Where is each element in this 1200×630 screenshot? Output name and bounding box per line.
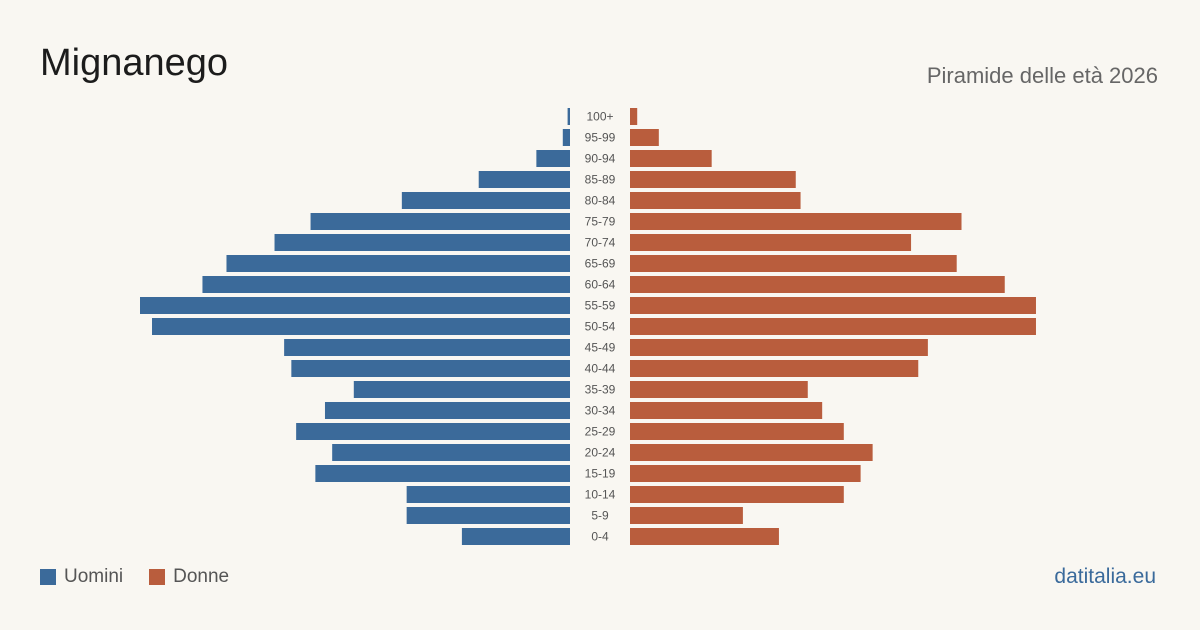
- legend-swatch-women: [149, 569, 166, 585]
- age-label-35-39: 35-39: [585, 383, 616, 397]
- bar-women-0-4: [630, 528, 779, 545]
- bar-women-85-89: [630, 171, 796, 188]
- bar-men-55-59: [140, 297, 570, 314]
- age-label-0-4: 0-4: [591, 530, 609, 544]
- chart-title: Mignanego: [40, 42, 229, 84]
- legend-item-men: Uomini: [40, 566, 123, 588]
- bar-men-100+: [567, 108, 570, 125]
- bar-men-0-4: [461, 528, 570, 545]
- age-label-25-29: 25-29: [585, 425, 616, 439]
- bar-men-90-94: [536, 150, 570, 167]
- age-label-65-69: 65-69: [585, 257, 616, 271]
- legend-swatch-men: [40, 569, 56, 585]
- bar-women-5-9: [630, 507, 743, 524]
- age-label-50-54: 50-54: [585, 320, 616, 334]
- age-label-30-34: 30-34: [585, 404, 616, 418]
- legend: Uomini Donne: [40, 566, 255, 588]
- bar-women-95-99: [630, 129, 659, 146]
- bar-men-15-19: [315, 465, 570, 482]
- bar-women-75-79: [630, 213, 962, 230]
- bar-men-95-99: [562, 129, 570, 146]
- age-label-10-14: 10-14: [585, 488, 616, 502]
- age-label-15-19: 15-19: [585, 467, 616, 481]
- bar-men-80-84: [401, 192, 570, 209]
- bar-women-55-59: [630, 297, 1036, 314]
- bar-women-20-24: [630, 444, 873, 461]
- age-label-85-89: 85-89: [585, 173, 616, 187]
- age-label-95-99: 95-99: [585, 131, 616, 145]
- bar-women-15-19: [630, 465, 861, 482]
- age-label-70-74: 70-74: [585, 236, 616, 250]
- legend-label-women: Donne: [173, 566, 230, 587]
- bar-men-10-14: [406, 486, 570, 503]
- bar-men-45-49: [284, 339, 570, 356]
- bar-men-70-74: [274, 234, 570, 251]
- bar-men-75-79: [310, 213, 570, 230]
- bar-women-30-34: [630, 402, 823, 419]
- bar-women-70-74: [630, 234, 912, 251]
- bar-women-65-69: [630, 255, 957, 272]
- age-label-60-64: 60-64: [585, 278, 616, 292]
- age-label-80-84: 80-84: [585, 194, 616, 208]
- bar-men-65-69: [226, 255, 570, 272]
- legend-item-women: Donne: [149, 566, 229, 588]
- bar-men-60-64: [202, 276, 570, 293]
- age-label-100+: 100+: [586, 110, 613, 124]
- bar-men-20-24: [332, 444, 570, 461]
- age-label-5-9: 5-9: [591, 509, 609, 523]
- bar-men-25-29: [296, 423, 570, 440]
- bar-women-35-39: [630, 381, 808, 398]
- bar-women-60-64: [630, 276, 1005, 293]
- age-label-40-44: 40-44: [585, 362, 616, 376]
- bar-men-5-9: [406, 507, 570, 524]
- bar-women-80-84: [630, 192, 801, 209]
- bar-women-100+: [630, 108, 638, 125]
- bar-women-50-54: [630, 318, 1036, 335]
- bar-men-85-89: [478, 171, 570, 188]
- age-label-75-79: 75-79: [585, 215, 616, 229]
- bar-men-40-44: [291, 360, 570, 377]
- bar-women-90-94: [630, 150, 712, 167]
- bar-women-45-49: [630, 339, 928, 356]
- age-label-20-24: 20-24: [585, 446, 616, 460]
- bar-women-25-29: [630, 423, 844, 440]
- source-link[interactable]: datitalia.eu: [1054, 565, 1156, 588]
- bar-men-30-34: [324, 402, 570, 419]
- bar-men-50-54: [152, 318, 570, 335]
- age-label-45-49: 45-49: [585, 341, 616, 355]
- bar-women-40-44: [630, 360, 919, 377]
- bar-men-35-39: [353, 381, 570, 398]
- legend-label-men: Uomini: [64, 566, 124, 587]
- age-label-55-59: 55-59: [585, 299, 616, 313]
- bar-women-10-14: [630, 486, 844, 503]
- chart-subtitle: Piramide delle età 2026: [926, 63, 1158, 88]
- age-label-90-94: 90-94: [585, 152, 616, 166]
